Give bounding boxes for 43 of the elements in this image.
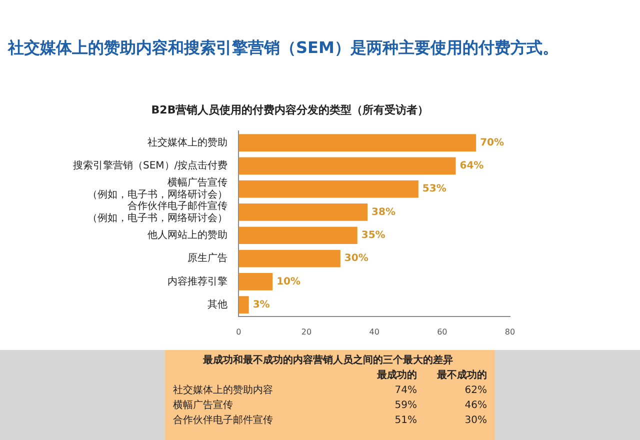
bar: [238, 157, 456, 175]
data-label: 3%: [252, 299, 270, 310]
y-tick-label: 其他: [208, 298, 228, 310]
text: 横幅广告宣传: [173, 398, 234, 413]
y-tick-label: 横幅广告宣传（例如，电子书，网络研讨会）: [88, 176, 228, 201]
text: 30%: [464, 414, 487, 428]
y-tick-label: 原生广告: [188, 252, 228, 264]
bar: [238, 134, 476, 152]
text: 62%: [464, 384, 487, 398]
data-label: 53%: [422, 184, 446, 195]
text: 社交媒体上的赞助内容: [173, 384, 274, 398]
y-tick-label: 内容推荐引擎: [168, 275, 228, 288]
text: 46%: [464, 399, 487, 413]
bar: [238, 296, 249, 314]
x-tick-label: 20: [301, 327, 312, 336]
text: 合作伙伴电子邮件宣传: [173, 414, 274, 428]
data-label: 64%: [460, 160, 484, 172]
chart-title: 社交媒体上的赞助内容和搜索引擎营销（SEM）是两种主要使用的付费方式。: [8, 38, 558, 59]
bar: [238, 226, 358, 244]
x-tick-label: 80: [504, 327, 516, 336]
text: 最不成功的: [436, 368, 487, 383]
data-label: 35%: [361, 230, 386, 241]
x-tick-label: 40: [369, 327, 380, 336]
bar: [238, 204, 368, 221]
text: 51%: [394, 414, 417, 428]
bar: [238, 180, 418, 198]
data-label: 10%: [276, 276, 301, 288]
text: 最成功的: [376, 368, 417, 383]
text: 最成功和最不成功的内容营销人员之间的三个最大的差异: [202, 353, 454, 368]
x-tick-label: 60: [437, 327, 448, 336]
data-label: 30%: [344, 253, 368, 264]
bar: [238, 250, 340, 268]
chart-subtitle: B2B营销人员使用的付费内容分发的类型（所有受访者）: [151, 103, 429, 116]
y-tick-label: 他人网站上的赞助: [148, 228, 228, 241]
y-tick-label: 社交媒体上的赞助: [148, 136, 228, 148]
text: 74%: [394, 384, 417, 398]
data-label: 38%: [372, 206, 396, 218]
x-tick-label: 0: [236, 327, 242, 336]
y-tick-label: 合作伙伴电子邮件宣传（例如，电子书，网络研讨会）: [88, 200, 228, 224]
y-tick-label: 搜索引擎营销（SEM）/按点击付费: [72, 160, 228, 172]
text: 59%: [394, 399, 417, 413]
bar: [238, 272, 273, 290]
data-label: 70%: [480, 137, 504, 148]
